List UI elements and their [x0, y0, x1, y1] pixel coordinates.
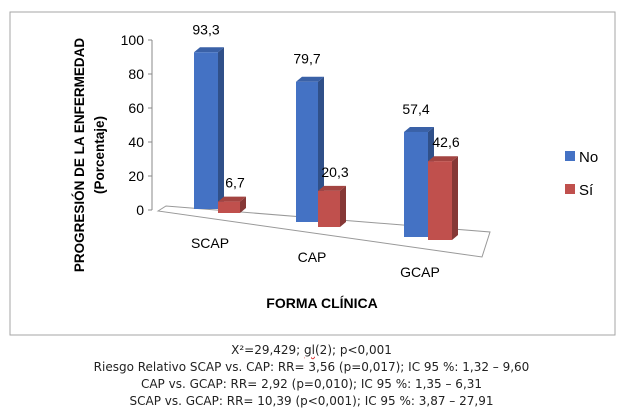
y-tick-label: 40: [128, 134, 144, 150]
bar-scap-si: [218, 196, 246, 213]
legend-swatch-no: [565, 151, 575, 161]
y-tick-label: 60: [128, 100, 144, 116]
legend-label-si: Sí: [579, 182, 594, 199]
bar-front: [404, 131, 428, 237]
chart-floor: [156, 205, 491, 258]
x-tick-label: SCAP: [191, 235, 229, 251]
y-tick-label: 100: [121, 32, 145, 48]
data-label: 79,7: [293, 51, 320, 67]
y-tick-label: 20: [128, 168, 144, 184]
bar-cap-si: [318, 185, 346, 227]
p-value-text: (2); p<0,001: [315, 343, 392, 357]
bar-side: [240, 196, 246, 213]
bar-front: [194, 52, 218, 210]
bar-top: [428, 156, 458, 162]
bar-scap-no: [194, 47, 224, 210]
bar-side: [318, 76, 324, 222]
bar-gcap-si: [428, 156, 458, 240]
bar-top: [296, 76, 324, 82]
data-label: 6,7: [225, 175, 245, 191]
rr-scap-cap: Riesgo Relativo SCAP vs. CAP: RR= 3,56 (…: [93, 360, 530, 374]
bar-cap-no: [296, 76, 324, 222]
bar-top: [218, 196, 246, 202]
bar-top: [318, 185, 346, 191]
rr-cap-gcap: CAP vs. GCAP: RR= 2,92 (p=0,010); IC 95 …: [140, 377, 483, 391]
legend: No Sí: [565, 149, 598, 199]
bar-side: [452, 156, 458, 240]
bar-front: [318, 190, 340, 227]
bar-chart: 0 20 40 60 80 100 93,3 6,7 SCAP 79,7 20,3 CAP 57,4 4…: [9, 11, 616, 336]
y-axis-title: PROGRESIÓN DE LA ENFERMEDAD: [72, 38, 87, 273]
bar-front: [428, 161, 452, 240]
statistics-caption: X²=29,429; gl(2); p<0,001 Riesgo Relativ…: [0, 342, 623, 410]
bar-front: [296, 81, 318, 222]
bar-side: [218, 47, 224, 210]
legend-label-no: No: [579, 149, 598, 166]
bar-front: [218, 201, 240, 213]
x-tick-label: GCAP: [400, 264, 440, 280]
bar-top: [194, 47, 224, 53]
data-label: 42,6: [432, 134, 459, 150]
chi-square-text: X²=29,429;: [231, 343, 305, 357]
chi-square-line: X²=29,429; gl(2); p<0,001: [0, 342, 623, 359]
x-axis-title: FORMA CLÍNICA: [266, 295, 377, 311]
rr-scap-gcap: SCAP vs. GCAP: RR= 10,39 (p<0,001); IC 9…: [129, 394, 494, 408]
bar-side: [340, 185, 346, 227]
data-label: 93,3: [192, 21, 219, 37]
y-axis-subtitle: (Porcentaje): [92, 116, 107, 194]
legend-swatch-si: [565, 184, 575, 194]
data-label: 57,4: [402, 101, 429, 117]
gl-text: gl: [304, 343, 315, 357]
bar-top: [404, 126, 434, 132]
data-label: 20,3: [321, 164, 348, 180]
y-tick-label: 80: [128, 66, 144, 82]
y-tick-label: 0: [136, 202, 144, 218]
x-tick-label: CAP: [298, 249, 327, 265]
